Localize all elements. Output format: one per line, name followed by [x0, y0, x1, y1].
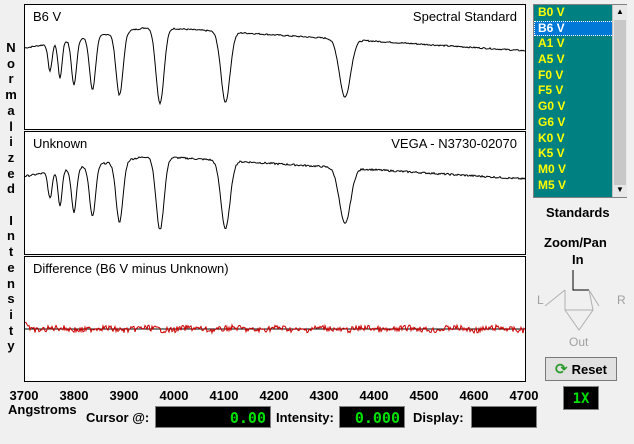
- x-axis-label: Angstroms: [8, 402, 77, 417]
- x-tick-label: 4700: [509, 388, 539, 403]
- standard-item[interactable]: B6 V: [534, 20, 626, 37]
- unknown-panel-title: Unknown: [33, 136, 88, 151]
- zoom-pan-title: Zoom/Pan: [544, 235, 607, 250]
- standards-scrollbar[interactable]: ▲ ▼: [612, 5, 627, 197]
- scroll-down-arrow-icon[interactable]: ▼: [616, 185, 624, 194]
- difference-panel[interactable]: Difference (B6 V minus Unknown): [24, 256, 526, 382]
- pan-left-handle-icon: [544, 289, 566, 307]
- standard-panel-title: B6 V: [33, 9, 62, 24]
- standard-item[interactable]: B0 V: [538, 5, 565, 19]
- standard-panel-subtitle: Spectral Standard: [412, 9, 517, 24]
- unknown-spectrum-line: [25, 156, 525, 230]
- standard-item[interactable]: F0 V: [538, 67, 564, 82]
- y-axis-label: N o r m a l i z e d I n t e n s i t y: [5, 40, 17, 354]
- reset-button[interactable]: ⟳ Reset: [545, 357, 617, 381]
- zoom-pan-control[interactable]: [535, 268, 625, 340]
- x-tick-label: 4100: [209, 388, 239, 403]
- cursor-readout: 0.00: [155, 406, 271, 428]
- standard-item[interactable]: K0 V: [538, 130, 565, 145]
- plot-area[interactable]: B6 V Spectral Standard Unknown VEGA - N3…: [10, 4, 538, 403]
- standard-item[interactable]: F5 V: [538, 83, 564, 98]
- unknown-spectrum-panel[interactable]: Unknown VEGA - N3730-02070: [24, 131, 526, 255]
- standard-item[interactable]: G0 V: [538, 99, 566, 114]
- display-label: Display:: [413, 410, 464, 425]
- standard-spectrum-panel[interactable]: B6 V Spectral Standard: [24, 4, 526, 130]
- refresh-icon: ⟳: [555, 361, 568, 378]
- x-tick-label: 3700: [9, 388, 39, 403]
- difference-panel-title: Difference (B6 V minus Unknown): [33, 261, 229, 276]
- standard-spectrum-chart: [25, 27, 525, 106]
- x-tick-label: 4200: [259, 388, 289, 403]
- difference-line: [25, 321, 525, 335]
- standard-item[interactable]: G6 V: [538, 114, 566, 129]
- cursor-label: Cursor @:: [86, 410, 150, 425]
- x-tick-label: 4300: [309, 388, 339, 403]
- x-tick-label: 4500: [409, 388, 439, 403]
- scroll-thumb[interactable]: [614, 20, 626, 185]
- standards-list[interactable]: B0 V B6 V A1 V A5 V F0 V F5 V G0 V G6 V K0 V K5 V…: [533, 4, 627, 198]
- x-tick-label: 3800: [59, 388, 89, 403]
- zoom-out-handle-icon: [564, 289, 594, 331]
- intensity-label: Intensity:: [276, 410, 334, 425]
- unknown-panel-subtitle: VEGA - N3730-02070: [391, 136, 517, 151]
- x-tick-label: 4400: [359, 388, 389, 403]
- zoom-in-handle-icon: [572, 270, 589, 291]
- intensity-readout: 0.000: [339, 406, 405, 428]
- zoom-out-label: Out: [569, 335, 589, 349]
- reset-button-label: Reset: [571, 361, 607, 377]
- standard-item[interactable]: M0 V: [538, 161, 567, 176]
- x-tick-label: 3900: [109, 388, 139, 403]
- x-tick-label: 4600: [459, 388, 489, 403]
- standard-item[interactable]: K5 V: [538, 146, 565, 161]
- zoom-in-label: In: [572, 252, 584, 267]
- x-axis-ticks: 3700 3800 3900 4000 4100 4200 4300 4400 4500 4600…: [10, 388, 584, 406]
- standards-label: Standards: [546, 205, 610, 220]
- pan-right-label: R: [617, 293, 626, 307]
- difference-chart: [25, 321, 525, 335]
- x-tick-label: 4000: [159, 388, 189, 403]
- standard-item[interactable]: M5 V: [538, 177, 567, 192]
- standard-spectrum-line: [25, 27, 525, 106]
- display-readout: [471, 406, 537, 428]
- standard-item[interactable]: A5 V: [538, 52, 565, 67]
- zoom-factor-readout: 1X: [563, 386, 599, 410]
- pan-right-handle-icon: [588, 289, 600, 307]
- pan-left-label: L: [537, 293, 544, 307]
- unknown-spectrum-chart: [25, 156, 525, 230]
- standard-item[interactable]: A1 V: [538, 36, 565, 51]
- scroll-up-arrow-icon[interactable]: ▲: [616, 7, 624, 16]
